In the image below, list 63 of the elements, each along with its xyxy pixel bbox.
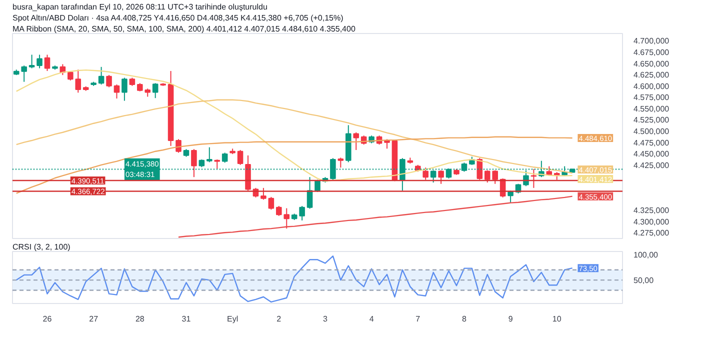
y-tick-label: 4.300,000	[634, 217, 670, 226]
chart-title: CRSI (3, 2, 100)	[12, 242, 71, 252]
y-tick-label: 50,00	[634, 276, 654, 286]
y-tick-label: 4.475,000	[634, 138, 670, 148]
x-tick-label: 28	[135, 314, 145, 324]
candlestick	[438, 170, 444, 184]
x-tick-label: 10	[552, 314, 562, 324]
candlestick	[44, 54, 50, 72]
x-tick-label: 27	[89, 314, 99, 324]
y-tick-label: 4.700,000	[634, 36, 670, 46]
annotation: MA Ribbon (SMA, 20, SMA, 50, SMA, 100, SMA, 200) 4.401,412 4.407,015 4.484,610 4.355,400	[12, 24, 356, 34]
x-tick-label: 26	[42, 314, 52, 324]
y-tick-label: 4.500,000	[634, 127, 670, 136]
candlestick	[36, 54, 42, 69]
candlestick	[114, 84, 120, 100]
candlestick	[122, 77, 128, 102]
x-tick-label: 9	[508, 314, 514, 324]
y-tick-label: 4.450,000	[634, 150, 670, 159]
y-tick-label: 4.550,000	[634, 104, 670, 114]
y-tick-label: 4.425,000	[634, 160, 670, 170]
line-series	[16, 136, 573, 194]
x-tick-label: 7	[416, 314, 421, 324]
candlestick	[214, 158, 220, 170]
candlestick	[176, 138, 182, 154]
candlestick	[75, 69, 82, 94]
candlestick	[260, 187, 266, 200]
candlestick	[530, 168, 537, 188]
candlestick	[28, 54, 35, 69]
candlestick	[338, 157, 344, 168]
y-tick-label: 4.600,000	[634, 82, 670, 91]
candlestick	[98, 66, 104, 86]
candlestick	[152, 82, 158, 99]
candlestick	[276, 205, 282, 216]
candlestick	[106, 74, 112, 88]
candlestick	[222, 152, 228, 164]
y-tick-label: 4.525,000	[634, 116, 670, 125]
candlestick	[206, 146, 212, 163]
candlestick	[299, 205, 305, 221]
candlestick	[268, 196, 274, 210]
x-tick-label: 3	[322, 314, 328, 324]
line-series	[16, 255, 573, 303]
chart-title: busra_kapan tarafından Eyl 10, 2026 08:11 UTC+3 tarihinde oluşturuldu	[12, 2, 268, 12]
y-tick-label: 4.575,000	[634, 93, 670, 102]
candlestick	[284, 208, 290, 230]
y-tick-label: 100,00	[634, 250, 659, 260]
candlestick	[191, 148, 197, 178]
x-tick-label: 31	[182, 314, 192, 324]
y-tick-label: 4.625,000	[634, 70, 670, 80]
x-tick-label: 4	[369, 314, 374, 324]
x-tick-label: 2	[276, 314, 282, 324]
candlestick	[353, 132, 359, 150]
y-tick-label: 4.325,000	[634, 206, 670, 216]
x-tick-label: Eyl	[227, 314, 238, 324]
candlestick	[422, 167, 428, 180]
y-tick-label: 4.650,000	[634, 59, 670, 68]
chart-subtitle: Spot Altın/ABD Doları · 4sa A4.408,725 Y4.416,650 D4.408,345 K4.415,380 +6,705 (+0,15%)	[12, 14, 344, 22]
candlestick	[21, 65, 27, 82]
candlestick	[237, 150, 244, 166]
y-tick-label: 4.275,000	[634, 228, 670, 238]
candlestick	[384, 138, 390, 150]
x-tick-label: 8	[462, 314, 467, 324]
line-series	[178, 196, 573, 238]
y-tick-label: 4.675,000	[634, 48, 670, 58]
